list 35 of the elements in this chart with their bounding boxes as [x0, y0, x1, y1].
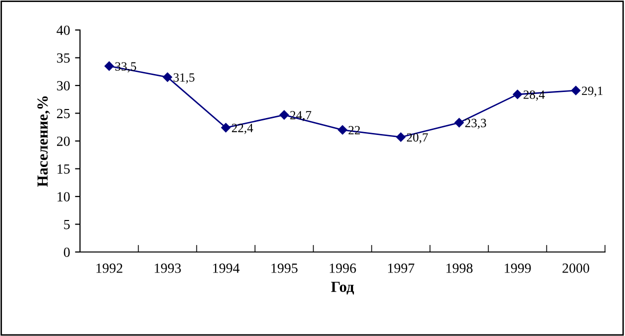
point — [338, 125, 348, 135]
data-label: 31,5 — [174, 73, 194, 84]
y-tick-label: 5 — [64, 220, 70, 230]
y-axis-title: Население,% — [37, 96, 50, 187]
x-axis-title: Год — [331, 282, 354, 295]
y-tick-label: 25 — [57, 108, 70, 118]
y-tick-label: 30 — [57, 81, 70, 90]
x-tick-label: 1995 — [272, 264, 298, 273]
data-label: 24,7 — [290, 111, 312, 122]
point — [162, 72, 172, 82]
x-tick-label: 1993 — [154, 264, 181, 273]
y-tick-label: 10 — [58, 192, 70, 202]
x-tick-label: 1992 — [96, 264, 122, 273]
y-tick-label: 35 — [57, 53, 70, 63]
x-tick-label: 1996 — [330, 264, 356, 273]
x-tick-label: 1998 — [446, 264, 473, 273]
y-tick-label: 40 — [56, 26, 70, 35]
data-label: 29,1 — [582, 86, 603, 97]
x-tick-label: 1997 — [388, 264, 414, 273]
point — [221, 123, 230, 132]
point — [104, 61, 114, 71]
point — [454, 118, 464, 128]
point — [571, 86, 580, 96]
x-tick-label: 1999 — [504, 264, 531, 273]
point — [280, 110, 289, 120]
data-label: 23,3 — [465, 118, 486, 129]
point — [396, 132, 406, 142]
x-tick-label: 1994 — [213, 264, 240, 273]
y-tick-label: 15 — [58, 164, 70, 174]
y-tick-label: 0 — [64, 248, 70, 257]
y-tick-label: 20 — [57, 136, 70, 146]
point — [512, 90, 522, 100]
x-tick-label: 2000 — [562, 264, 590, 273]
data-label: 22,4 — [232, 124, 254, 134]
data-label: 20,7 — [406, 133, 428, 144]
